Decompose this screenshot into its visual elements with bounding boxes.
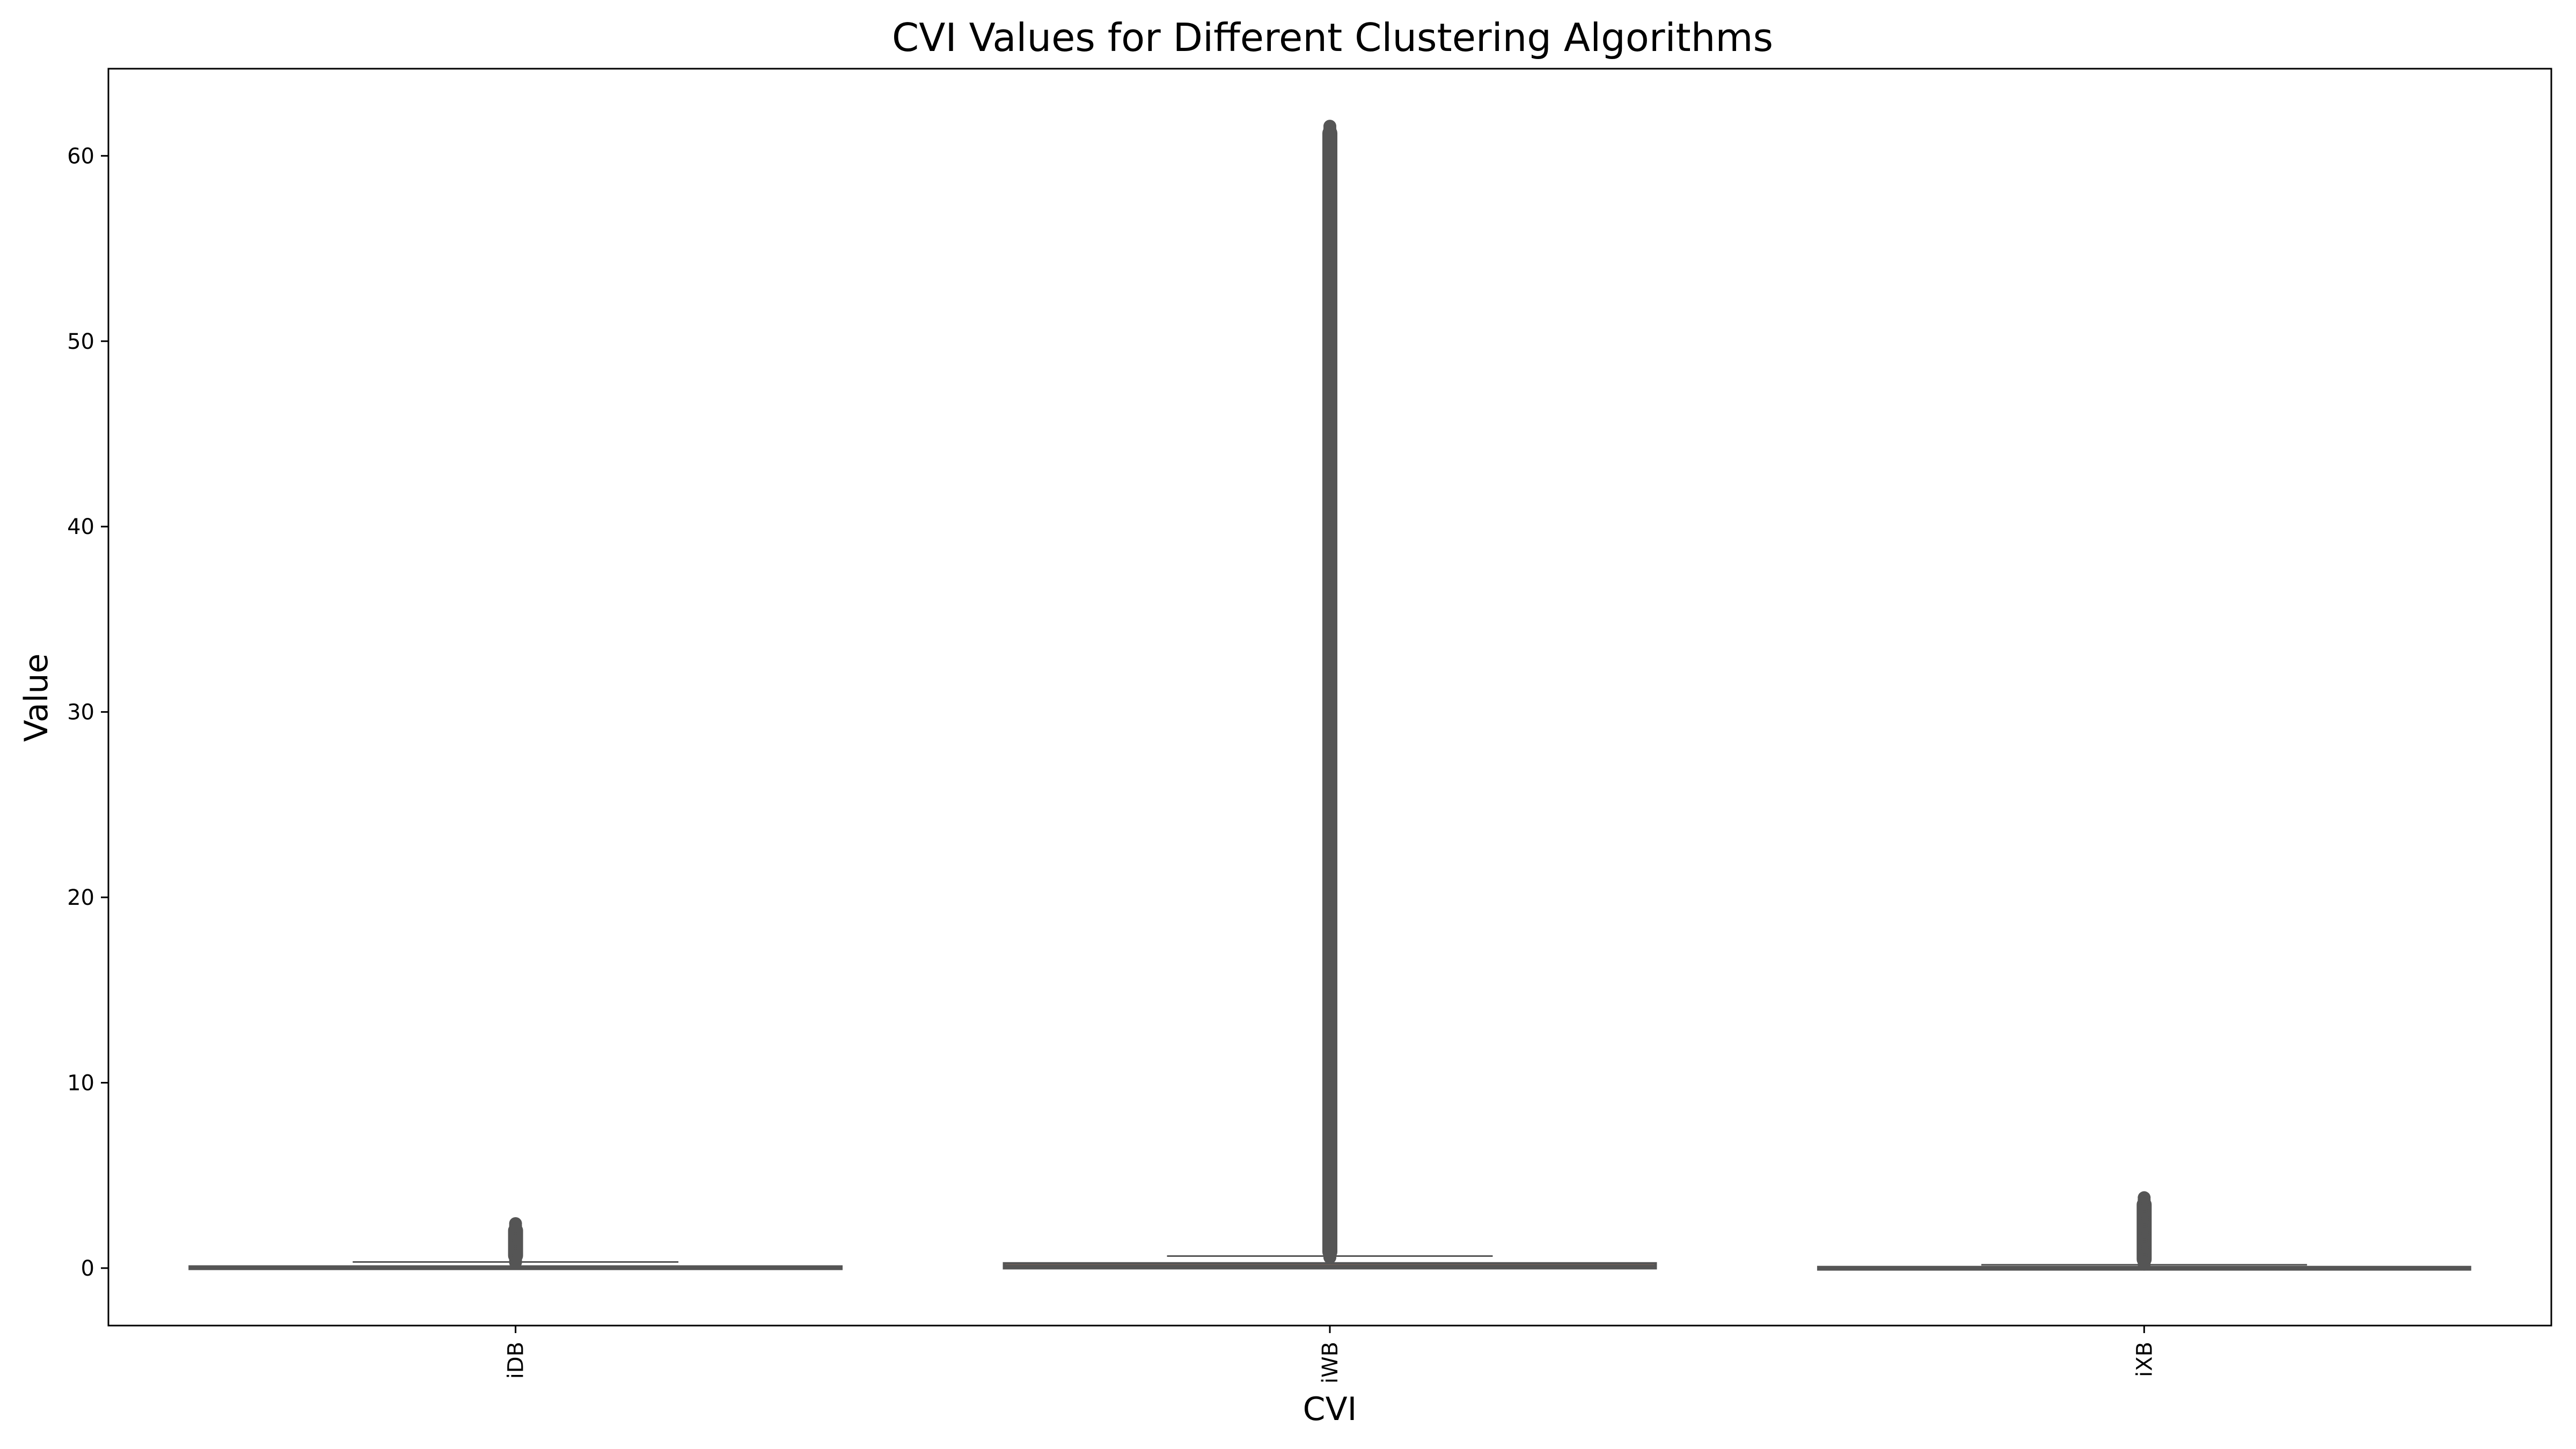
outlier-point: [509, 1256, 522, 1269]
y-tick-label: 40: [67, 515, 94, 539]
x-axis-label: CVI: [1303, 1391, 1357, 1428]
y-tick-label: 20: [67, 885, 94, 910]
y-tick-label: 30: [67, 700, 94, 725]
box-iXB: [1817, 1191, 2471, 1271]
outlier-point: [1323, 1251, 1336, 1264]
x-tick-label: iXB: [2132, 1342, 2157, 1377]
y-tick-label: 60: [67, 144, 94, 169]
y-tick-label: 50: [67, 330, 94, 354]
x-tick-label: iWB: [1318, 1342, 1343, 1384]
outliers-iWB: [1322, 120, 1337, 1264]
outliers-iXB: [2136, 1191, 2152, 1271]
x-axis: iDB iWB iXB: [504, 1326, 2157, 1384]
x-tick-label: iDB: [504, 1342, 529, 1379]
boxes-group: [188, 120, 2471, 1271]
y-axis: 0 10 20 30 40 50 60: [67, 144, 108, 1281]
outliers-iDB: [508, 1217, 523, 1269]
y-axis-label: Value: [18, 654, 55, 742]
y-tick-label: 0: [81, 1256, 94, 1281]
y-tick-label: 10: [67, 1071, 94, 1095]
chart-title: CVI Values for Different Clustering Algo…: [892, 15, 1773, 60]
box-iWB: [1002, 120, 1657, 1270]
box-iDB: [188, 1217, 843, 1270]
outlier-point: [2138, 1257, 2151, 1271]
